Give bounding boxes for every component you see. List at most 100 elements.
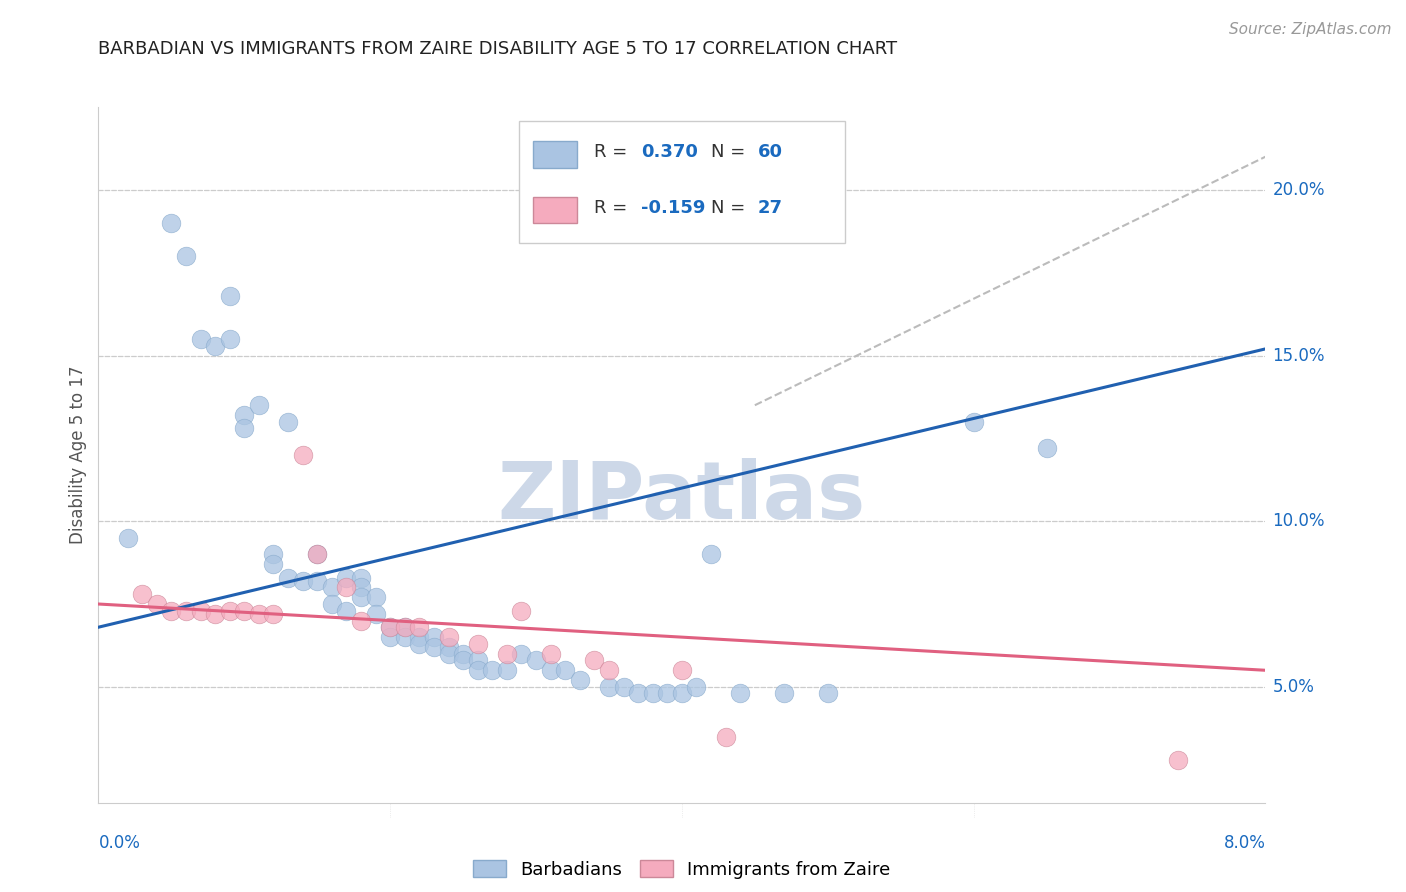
Point (583, 653, 606, 667)
Text: 0.370: 0.370 (641, 144, 697, 161)
Point (496, 647, 519, 661)
Point (962, 415, 984, 429)
Point (146, 597, 169, 611)
Point (714, 730, 737, 744)
Point (350, 591, 373, 605)
Point (700, 547, 723, 561)
Point (408, 620, 430, 634)
Point (307, 574, 329, 588)
Point (773, 686, 796, 700)
Point (131, 587, 153, 601)
Point (262, 607, 284, 621)
Point (117, 531, 139, 545)
Point (510, 647, 533, 661)
Point (174, 249, 197, 263)
Point (423, 640, 446, 654)
Text: Source: ZipAtlas.com: Source: ZipAtlas.com (1229, 22, 1392, 37)
Point (437, 647, 460, 661)
Text: 8.0%: 8.0% (1223, 834, 1265, 852)
Point (335, 581, 357, 595)
Point (350, 614, 373, 628)
Point (657, 686, 679, 700)
Point (233, 604, 256, 618)
Point (451, 647, 474, 661)
Point (378, 630, 402, 644)
Text: 60: 60 (758, 144, 783, 161)
Point (204, 338, 226, 352)
Point (598, 680, 620, 694)
Point (160, 216, 183, 230)
Point (451, 653, 474, 667)
Point (437, 630, 460, 644)
Point (627, 686, 650, 700)
Point (378, 620, 402, 634)
Point (218, 604, 240, 618)
Text: -0.159: -0.159 (641, 199, 706, 217)
Point (1167, 753, 1189, 767)
Point (728, 686, 751, 700)
Text: N =: N = (711, 199, 751, 217)
Point (160, 604, 183, 618)
Point (1035, 442, 1057, 456)
Point (262, 547, 284, 561)
Point (817, 686, 839, 700)
Point (394, 620, 416, 634)
Point (277, 415, 299, 429)
Y-axis label: Disability Age 5 to 17: Disability Age 5 to 17 (69, 366, 87, 544)
Text: 27: 27 (758, 199, 783, 217)
Point (467, 663, 489, 677)
FancyBboxPatch shape (519, 121, 845, 243)
Text: BARBADIAN VS IMMIGRANTS FROM ZAIRE DISABILITY AGE 5 TO 17 CORRELATION CHART: BARBADIAN VS IMMIGRANTS FROM ZAIRE DISAB… (98, 40, 897, 58)
Point (307, 547, 329, 561)
Point (598, 663, 620, 677)
Point (568, 673, 591, 688)
Point (554, 663, 576, 677)
Point (408, 637, 430, 651)
Point (671, 686, 693, 700)
Point (321, 581, 343, 595)
Point (218, 332, 240, 346)
Point (540, 663, 562, 677)
Text: 20.0%: 20.0% (1272, 181, 1324, 199)
Point (335, 604, 357, 618)
Point (277, 570, 299, 584)
Text: 0.0%: 0.0% (98, 834, 141, 852)
Point (394, 620, 416, 634)
Text: 10.0%: 10.0% (1272, 512, 1324, 530)
Point (467, 637, 489, 651)
Text: N =: N = (711, 144, 751, 161)
Point (321, 597, 343, 611)
Text: ZIPatlas: ZIPatlas (498, 458, 866, 536)
Point (685, 680, 707, 694)
Text: R =: R = (595, 199, 633, 217)
Point (190, 604, 212, 618)
Point (218, 289, 240, 303)
Point (335, 570, 357, 584)
Legend: Barbadians, Immigrants from Zaire: Barbadians, Immigrants from Zaire (468, 855, 896, 884)
Point (496, 663, 519, 677)
Point (437, 640, 460, 654)
Point (233, 421, 256, 435)
Point (641, 686, 664, 700)
Point (190, 332, 212, 346)
Point (247, 398, 270, 412)
FancyBboxPatch shape (533, 197, 576, 223)
Point (291, 448, 314, 462)
Point (467, 653, 489, 667)
Point (510, 604, 533, 618)
FancyBboxPatch shape (533, 141, 576, 168)
Point (364, 607, 387, 621)
Point (540, 647, 562, 661)
Point (671, 663, 693, 677)
Point (612, 680, 634, 694)
Point (378, 620, 402, 634)
Point (364, 591, 387, 605)
Text: 5.0%: 5.0% (1272, 678, 1315, 696)
Point (350, 581, 373, 595)
Point (350, 570, 373, 584)
Point (291, 574, 314, 588)
Point (423, 630, 446, 644)
Point (233, 408, 256, 422)
Point (394, 630, 416, 644)
Point (247, 607, 270, 621)
